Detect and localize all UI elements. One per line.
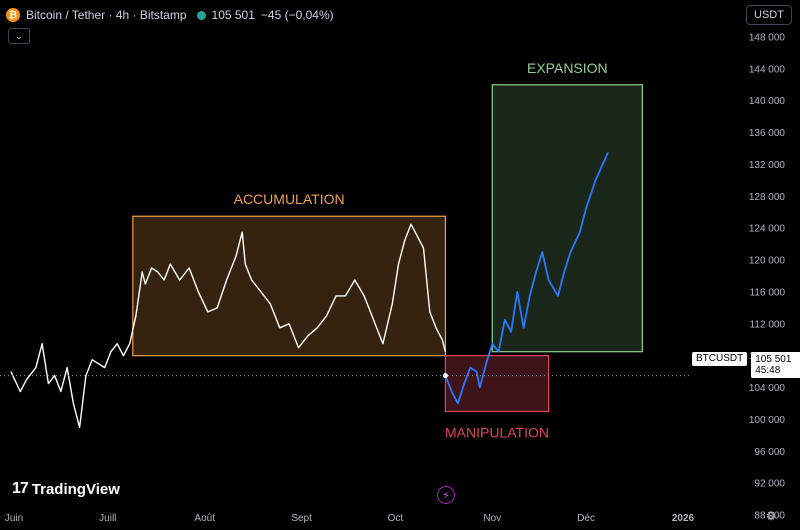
gear-icon[interactable]: ⚙ xyxy=(765,509,777,523)
y-tick-label: 136 000 xyxy=(749,128,786,139)
y-tick-label: 148 000 xyxy=(749,32,786,43)
zone-manipulation xyxy=(444,355,550,413)
price-tag: BTCUSDT 105 501 45:48 xyxy=(692,352,800,378)
x-tick-label: Déc xyxy=(577,513,595,524)
x-axis[interactable]: Juin Juill Août Sept Oct Nov Déc 2026 xyxy=(5,513,695,524)
projection-line xyxy=(444,152,609,405)
bitcoin-logo-icon: ₿ xyxy=(6,8,20,22)
y-tick-label: 120 000 xyxy=(749,256,786,267)
y-tick-label: 92 000 xyxy=(754,479,785,490)
x-tick-label: Sept xyxy=(291,513,312,524)
y-tick-label: 104 000 xyxy=(749,383,786,394)
price-history-line xyxy=(10,223,447,429)
x-tick-label: Oct xyxy=(388,513,404,524)
x-tick-label: 2026 xyxy=(672,513,695,524)
y-tick-label: 124 000 xyxy=(749,224,786,235)
last-price: 105 501 xyxy=(211,8,255,22)
zone-label-manipulation: MANIPULATION xyxy=(445,424,549,440)
price-tag-countdown: 45:48 xyxy=(755,365,781,376)
y-tick-label: 140 000 xyxy=(749,96,786,107)
zone-label-expansion: EXPANSION xyxy=(527,60,608,76)
zone-accumulation xyxy=(132,215,447,357)
chevron-down-icon: ⌄ xyxy=(15,30,23,41)
series-layer xyxy=(10,152,609,429)
chart-legend[interactable]: ₿ Bitcoin / Tether · 4h · Bitstamp 105 5… xyxy=(6,5,334,25)
price-tag-symbol: BTCUSDT xyxy=(692,352,748,366)
zones-layer: ACCUMULATION MANIPULATION EXPANSION xyxy=(132,60,643,440)
x-tick-label: Juin xyxy=(5,513,23,524)
zone-expansion xyxy=(491,84,643,353)
projection-start-dot xyxy=(442,373,448,379)
y-tick-label: 88 000 xyxy=(754,511,785,522)
lightning-icon[interactable]: ⚡ xyxy=(437,486,455,504)
y-tick-label: 112 000 xyxy=(750,319,786,330)
y-tick-label: 128 000 xyxy=(749,192,786,203)
y-tick-label: 144 000 xyxy=(749,64,786,75)
symbol-description: Bitcoin / Tether · 4h · Bitstamp xyxy=(26,8,187,22)
zone-label-accumulation: ACCUMULATION xyxy=(234,191,345,207)
price-change: −45 (−0,04%) xyxy=(260,8,334,22)
tradingview-logo[interactable]: 17 TradingView xyxy=(12,480,120,498)
price-tag-price: 105 501 xyxy=(755,354,792,365)
x-tick-label: Nov xyxy=(483,513,501,524)
market-status-icon xyxy=(196,10,206,20)
y-tick-label: 100 000 xyxy=(749,415,786,426)
currency-button[interactable]: USDT xyxy=(746,5,792,25)
x-tick-label: Juill xyxy=(99,513,116,524)
tradingview-wordmark: TradingView xyxy=(31,480,120,498)
legend-collapse-button[interactable]: ⌄ xyxy=(8,28,30,44)
y-tick-label: 116 000 xyxy=(750,287,786,298)
y-tick-label: 96 000 xyxy=(754,447,785,458)
price-tag-box: 105 501 45:48 xyxy=(751,352,800,378)
x-tick-label: Août xyxy=(194,513,215,524)
tradingview-mark-icon: 17 xyxy=(12,480,29,497)
y-tick-label: 132 000 xyxy=(749,160,786,171)
